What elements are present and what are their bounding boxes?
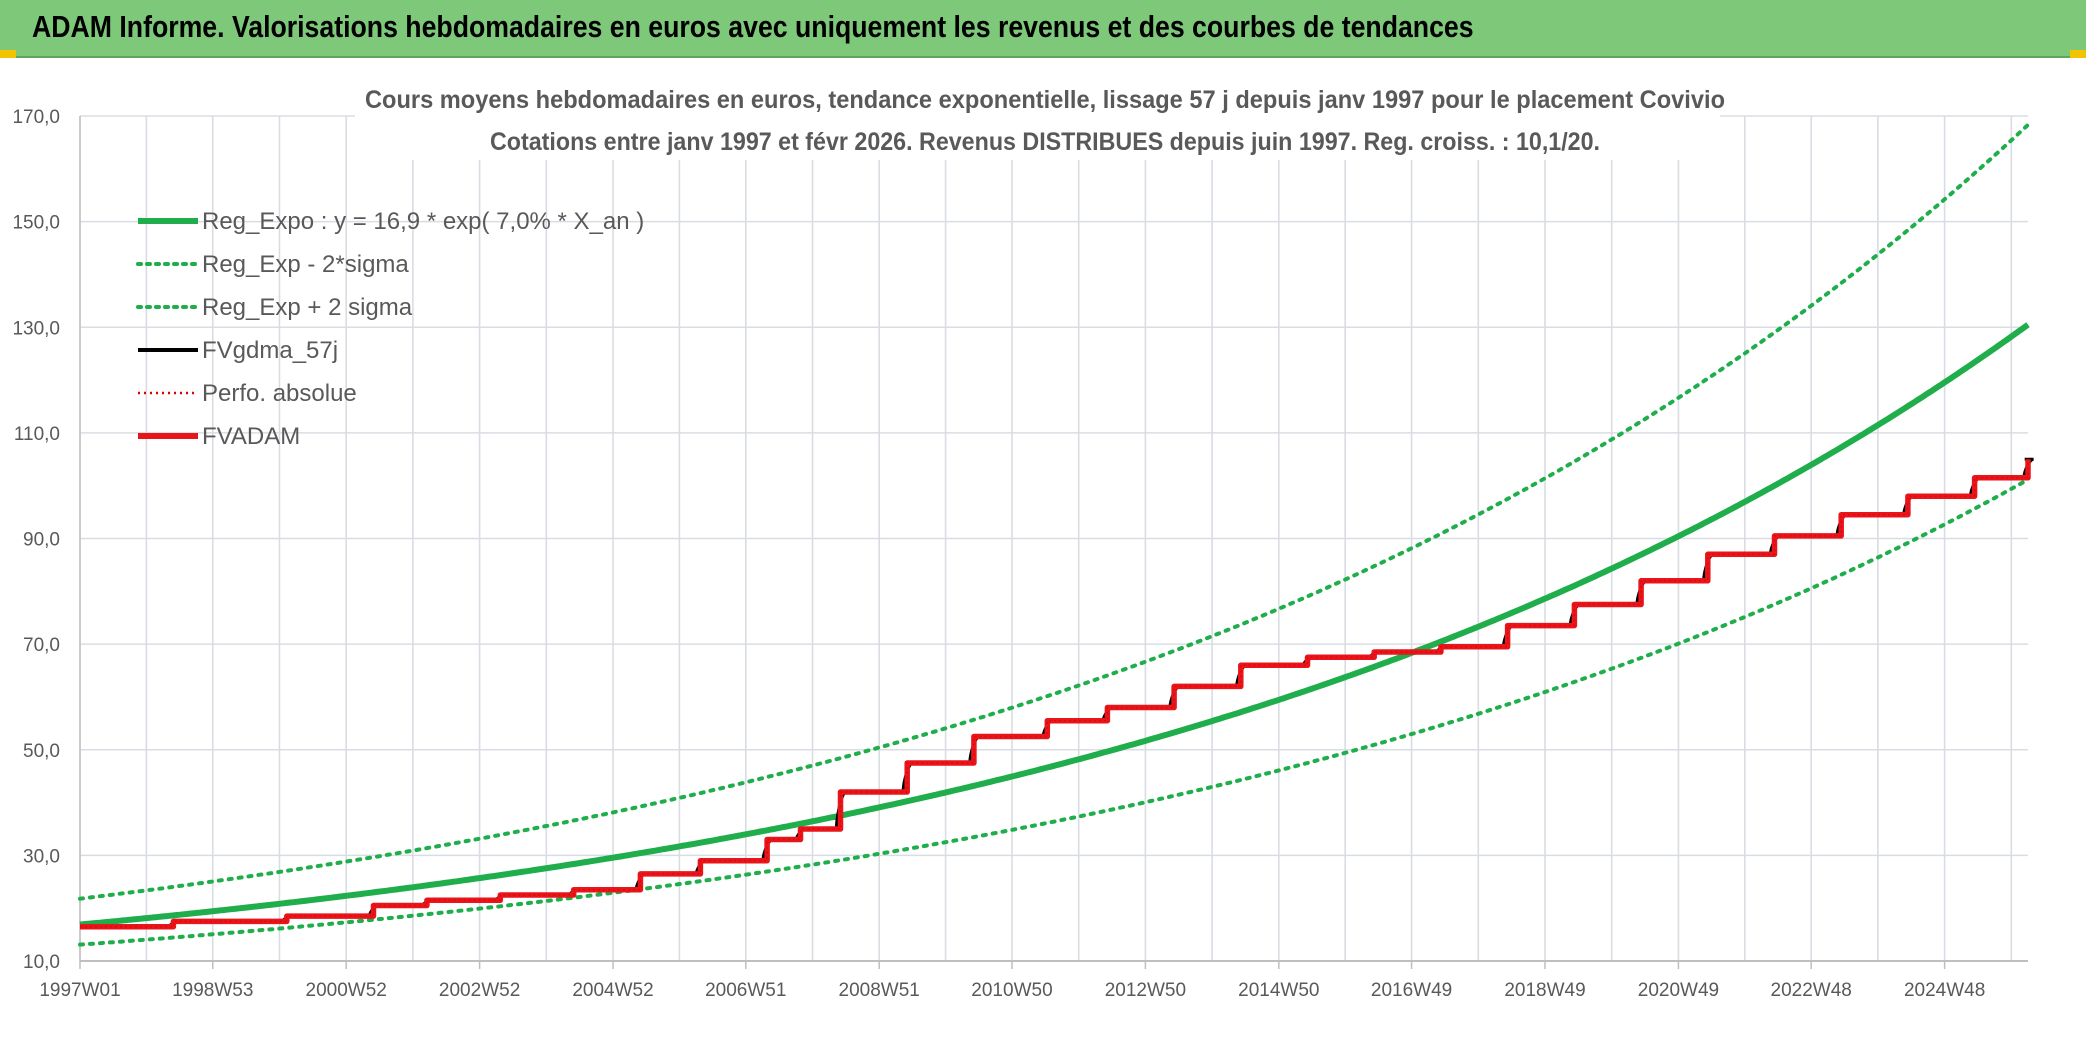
report-banner: ADAM Informe. Valorisations hebdomadaire…	[0, 0, 2086, 58]
series-reg-exp-plus-2sigma	[78, 122, 2030, 901]
x-tick-label: 1997W01	[39, 980, 120, 1001]
chart-title-line1: Cours moyens hebdomadaires en euros, ten…	[365, 86, 1725, 114]
y-tick-label: 130,0	[12, 318, 60, 339]
y-tick-label: 110,0	[14, 424, 60, 445]
y-tick-label: 30,0	[23, 846, 60, 867]
legend-item: FVADAM	[138, 423, 300, 450]
grid-lines	[79, 115, 2028, 962]
legend-item: Reg_Exp - 2*sigma	[136, 251, 409, 278]
x-tick-label: 2018W49	[1504, 980, 1585, 1001]
y-tick-label: 70,0	[23, 635, 60, 656]
legend-item: Perfo. absolue	[138, 380, 357, 407]
x-tick-label: 2020W49	[1638, 980, 1719, 1001]
corner-marker-left	[0, 50, 16, 58]
series-fvadam	[80, 459, 2031, 930]
x-tick-label: 2022W48	[1771, 980, 1852, 1001]
y-tick-labels: 10,0 30,0 50,0 70,0 90,0 110,0 130,0 150,0 170,0	[12, 107, 60, 973]
legend-label: Reg_Expo : y = 16,9 * exp( 7,0% * X_an )	[202, 208, 644, 235]
legend-label: Perfo. absolue	[202, 380, 357, 407]
series-reg-expo	[79, 322, 2030, 928]
x-tick-label: 2000W52	[306, 980, 387, 1001]
x-tick-label: 2016W49	[1371, 980, 1452, 1001]
chart-svg: 10,0 30,0 50,0 70,0 90,0 110,0 130,0 150,0 170,0…	[12, 60, 2035, 1001]
x-tick-label: 2014W50	[1238, 980, 1319, 1001]
y-tick-label: 150,0	[12, 213, 60, 234]
series-reg-exp-minus-2sigma	[78, 477, 2030, 947]
x-tick-label: 2006W51	[705, 980, 786, 1001]
corner-marker-right	[2070, 50, 2086, 58]
report-title: ADAM Informe. Valorisations hebdomadaire…	[32, 9, 1474, 44]
series-perfo-absolue	[80, 459, 2029, 928]
legend-label: FVADAM	[202, 423, 300, 450]
chart-title-line2: Cotations entre janv 1997 et févr 2026. …	[490, 128, 1600, 156]
legend-item: FVgdma_57j	[138, 337, 338, 364]
x-tick-label: 2002W52	[439, 980, 520, 1001]
y-tick-label: 50,0	[23, 741, 60, 762]
legend-label: Reg_Exp + 2 sigma	[202, 294, 413, 321]
legend-label: FVgdma_57j	[202, 337, 338, 364]
chart-title-bg	[355, 60, 1720, 160]
series-group	[78, 122, 2035, 947]
x-tick-label: 2024W48	[1904, 980, 1985, 1001]
y-tick-label: 90,0	[23, 530, 60, 551]
legend: Reg_Expo : y = 16,9 * exp( 7,0% * X_an )…	[136, 208, 644, 450]
chart-area: 10,0 30,0 50,0 70,0 90,0 110,0 130,0 150,0 170,0…	[0, 58, 2086, 1038]
y-tick-label: 10,0	[23, 952, 60, 973]
legend-label: Reg_Exp - 2*sigma	[202, 251, 409, 278]
y-tick-label: 170,0	[12, 107, 60, 128]
legend-item: Reg_Expo : y = 16,9 * exp( 7,0% * X_an )	[138, 208, 644, 235]
x-tick-label: 2010W50	[971, 980, 1052, 1001]
x-tick-label: 2012W50	[1105, 980, 1186, 1001]
x-tick-labels: 1997W01 1998W53 2000W52 2002W52 2004W52 2006W…	[39, 961, 1985, 1001]
x-tick-label: 1998W53	[172, 980, 253, 1001]
legend-item: Reg_Exp + 2 sigma	[136, 294, 413, 321]
x-tick-label: 2004W52	[572, 980, 653, 1001]
chart-title: Cours moyens hebdomadaires en euros, ten…	[355, 60, 1725, 160]
x-tick-label: 2008W51	[839, 980, 920, 1001]
